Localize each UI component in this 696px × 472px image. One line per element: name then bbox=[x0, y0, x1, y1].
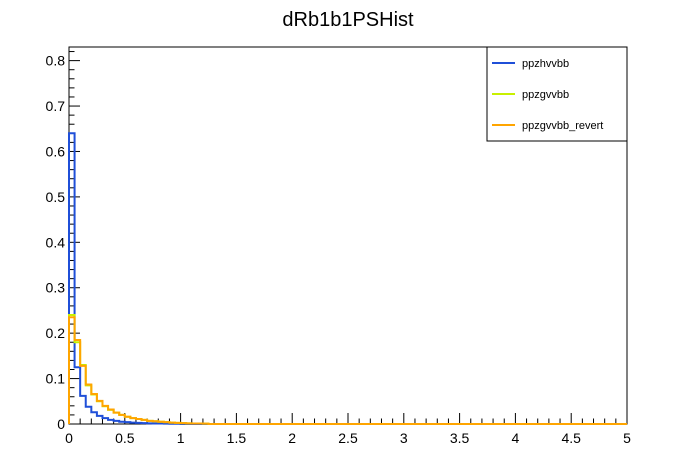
x-tick-label: 0 bbox=[65, 430, 73, 446]
legend-label: ppzgvvbb_revert bbox=[522, 120, 603, 132]
y-tick-label: 0.8 bbox=[46, 53, 66, 69]
legend: ppzhvvbb ppzgvvbb ppzgvvbb_revert bbox=[486, 46, 628, 142]
series-layer bbox=[68, 132, 627, 425]
y-tick-label: 0.2 bbox=[46, 325, 66, 341]
x-tick-label: 5 bbox=[623, 430, 631, 446]
x-tick-label: 0.5 bbox=[115, 430, 135, 446]
series-line-ppzhvvbb bbox=[68, 132, 627, 425]
x-tick-label: 1.5 bbox=[227, 430, 247, 446]
chart-title: dRb1b1PSHist bbox=[282, 9, 414, 31]
y-axis: 0 0.1 0.2 0.3 0.4 0.5 0.6 0.7 0.8 bbox=[46, 51, 80, 432]
y-tick-label: 0.5 bbox=[46, 189, 66, 205]
y-tick-label: 0.1 bbox=[46, 371, 66, 387]
y-tick-label: 0.7 bbox=[46, 98, 66, 114]
x-tick-label: 4.5 bbox=[561, 430, 581, 446]
y-tick-label: 0.4 bbox=[46, 234, 66, 250]
series-line-ppzgvvbb_revert bbox=[68, 316, 627, 425]
x-tick-label: 4 bbox=[512, 430, 520, 446]
y-tick-label: 0.6 bbox=[46, 143, 66, 159]
x-tick-label: 1 bbox=[177, 430, 185, 446]
y-tick-label: 0.3 bbox=[46, 280, 66, 296]
x-tick-label: 3 bbox=[400, 430, 408, 446]
legend-label: ppzgvvbb bbox=[522, 89, 569, 101]
x-tick-label: 2.5 bbox=[338, 430, 358, 446]
x-axis: 0 0.5 1 1.5 2 2.5 3 3.5 4 4.5 5 bbox=[65, 413, 631, 446]
y-tick-label: 0 bbox=[57, 416, 65, 432]
x-tick-label: 2 bbox=[288, 430, 296, 446]
x-tick-label: 3.5 bbox=[450, 430, 470, 446]
legend-label: ppzhvvbb bbox=[522, 58, 569, 70]
series-line-ppzgvvbb bbox=[68, 313, 627, 425]
